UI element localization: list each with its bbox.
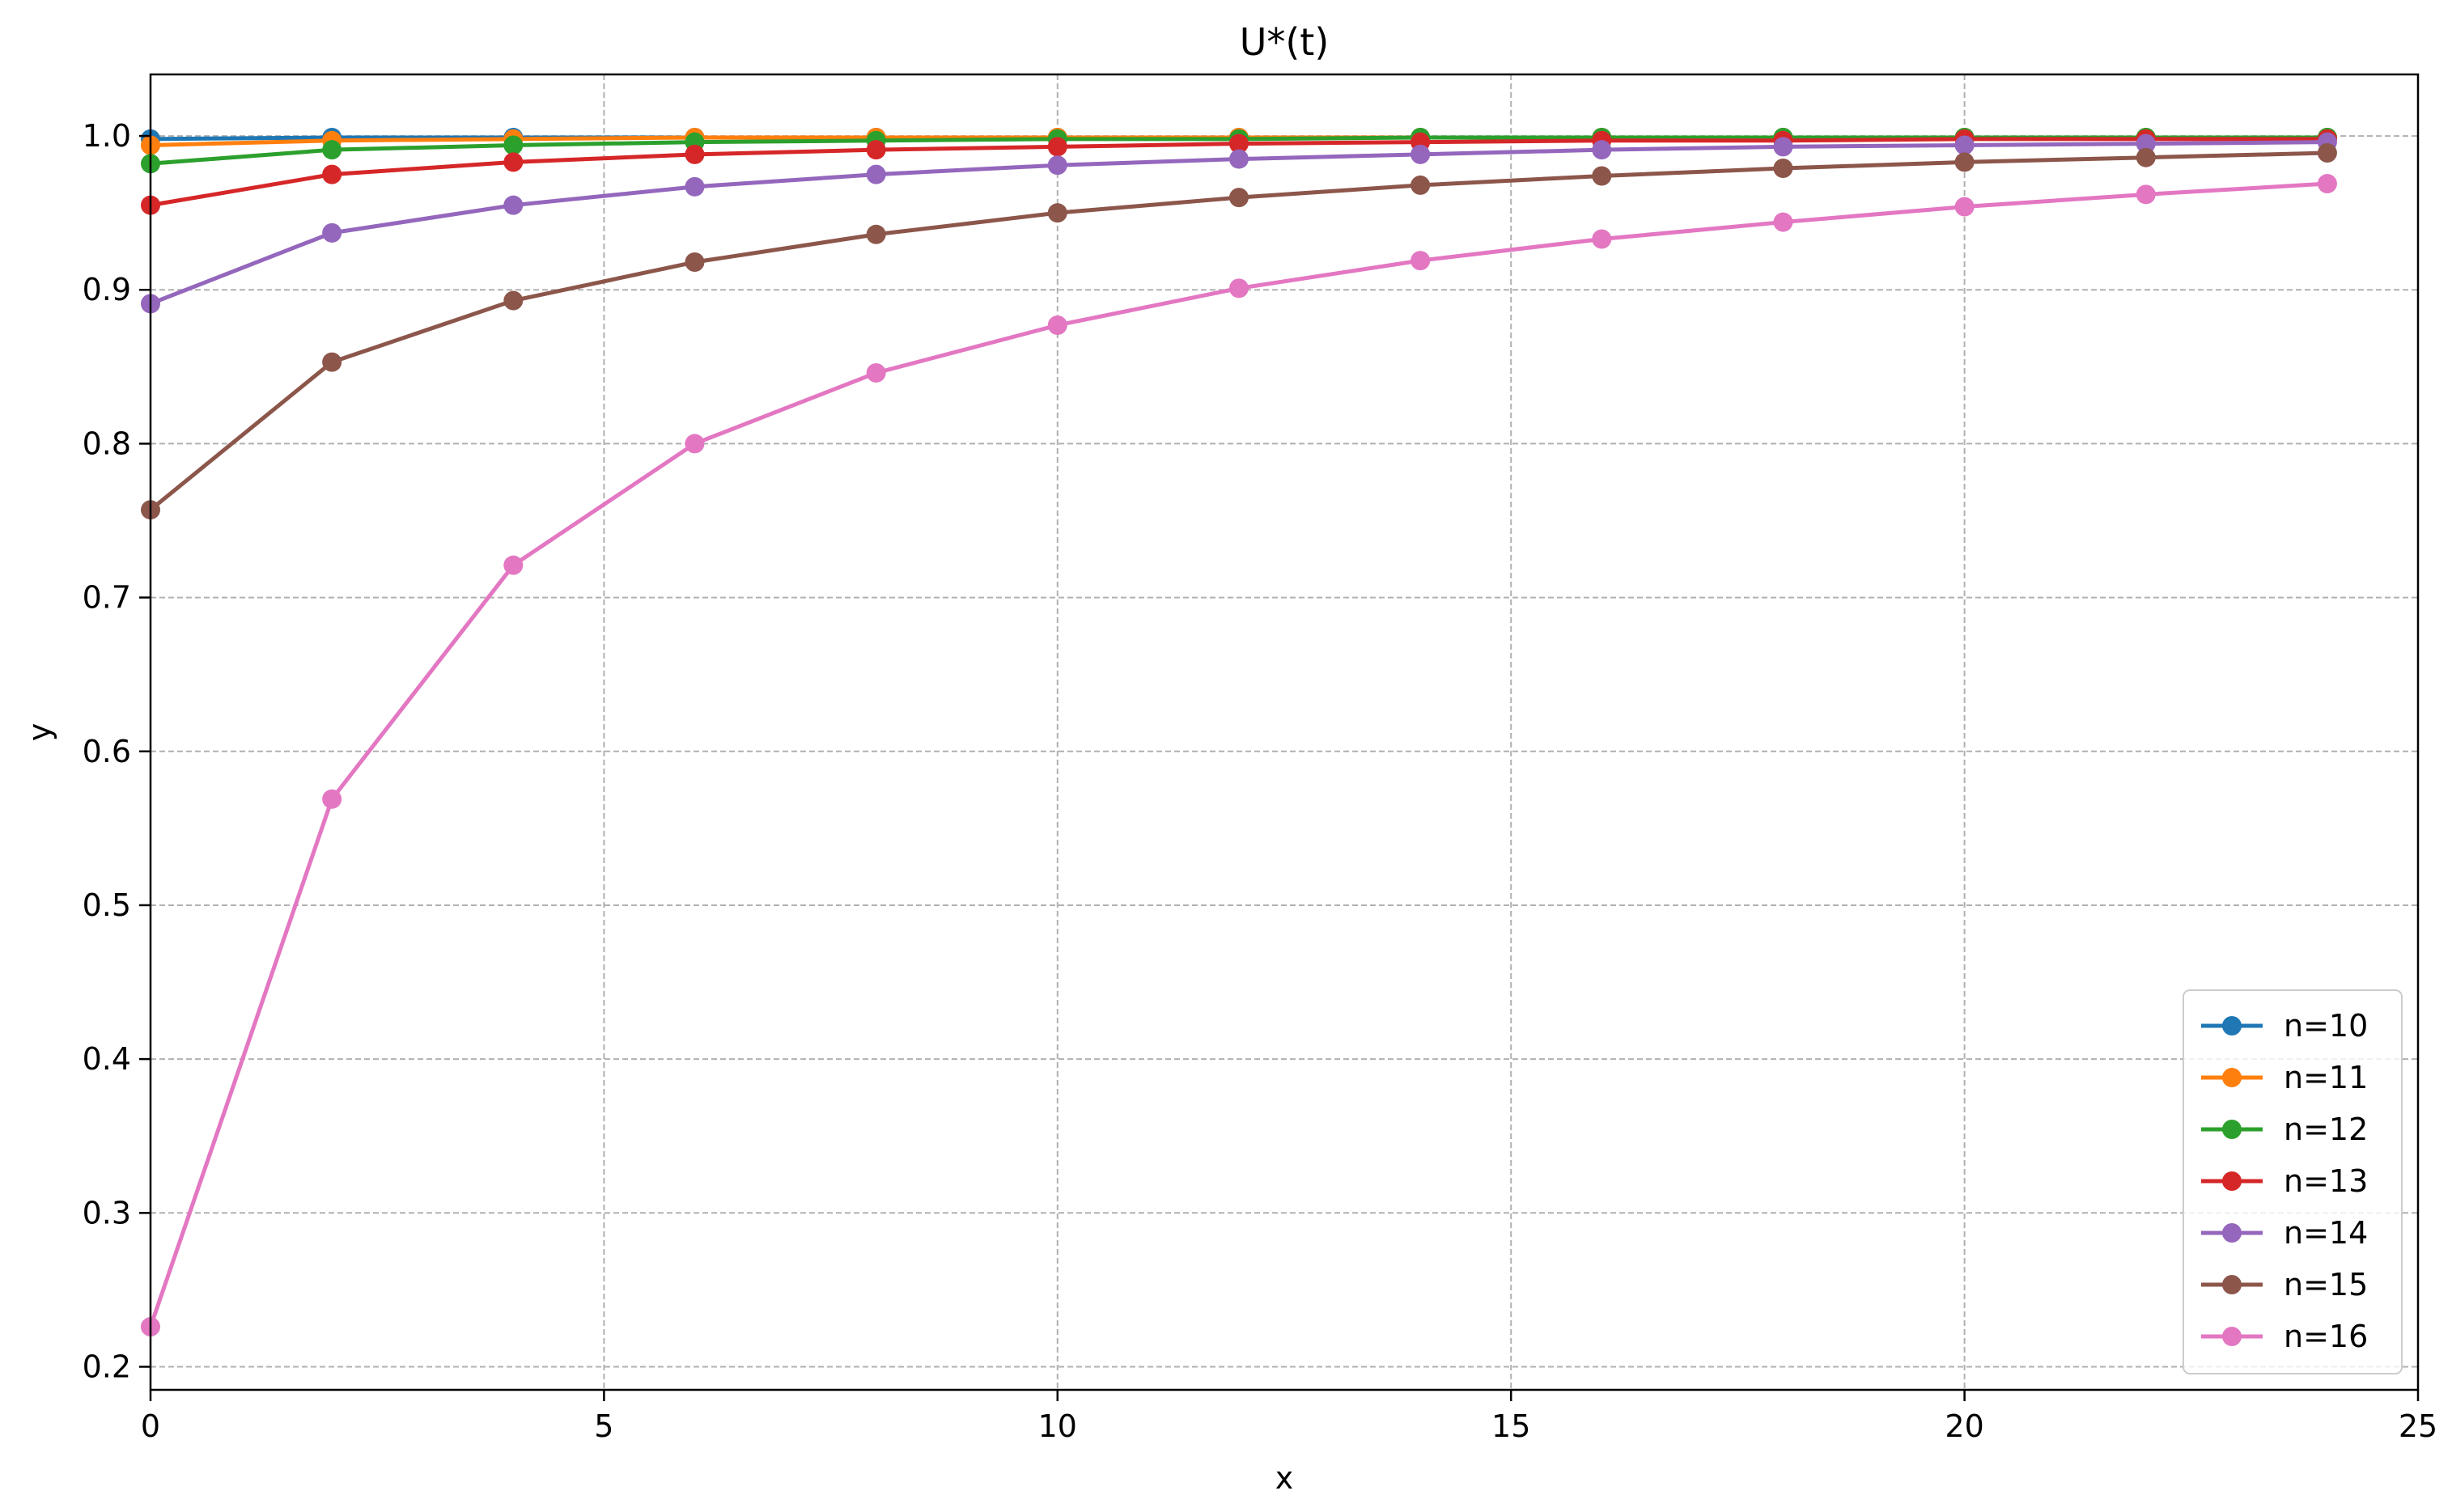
plot-area-frame (149, 73, 2420, 1391)
data-point (503, 195, 524, 215)
chart-title: U*(t) (1240, 20, 1330, 64)
data-point (1047, 315, 1067, 335)
data-point (1047, 137, 1067, 157)
data-point (685, 144, 705, 164)
legend-label: n=11 (2284, 1060, 2368, 1095)
legend-swatch-marker (2222, 1016, 2242, 1036)
data-point (866, 140, 886, 160)
legend-swatch-marker (2222, 1068, 2242, 1087)
legend-label: n=10 (2284, 1008, 2368, 1044)
x-tick-label: 15 (1491, 1408, 1530, 1444)
legend-item: n=11 (2201, 1060, 2368, 1095)
data-point (866, 362, 886, 383)
data-point (1228, 133, 1249, 154)
data-point (2136, 133, 2156, 154)
legend-item: n=14 (2201, 1215, 2368, 1251)
data-point (1592, 229, 1612, 249)
y-tick-label: 0.9 (83, 272, 131, 307)
x-tick-label: 10 (1038, 1408, 1077, 1444)
legend-item: n=10 (2201, 1008, 2368, 1044)
y-tick-label: 0.5 (83, 887, 131, 923)
legend-label: n=13 (2284, 1163, 2368, 1199)
legend-swatch-marker (2222, 1327, 2242, 1346)
data-point (1228, 149, 1249, 169)
data-point (1773, 212, 1793, 232)
x-tick-label: 5 (594, 1408, 613, 1444)
data-point (1411, 144, 1431, 164)
legend: n=10 n=11 n=12 n=13 n=14 n=15 n=16 (2183, 989, 2403, 1374)
data-point (1228, 278, 1249, 299)
data-point (1773, 159, 1793, 179)
data-point (866, 164, 886, 184)
y-tick-label: 0.2 (83, 1349, 131, 1384)
x-tick-label: 0 (141, 1408, 160, 1444)
data-point (1954, 197, 1975, 217)
data-point (685, 434, 705, 454)
series-n=16 (141, 174, 2337, 1337)
data-point (1954, 152, 1975, 172)
data-point (2136, 147, 2156, 167)
legend-swatch-marker (2222, 1120, 2242, 1139)
x-axis-label: x (1275, 1460, 1294, 1496)
data-point (685, 176, 705, 197)
axis-ticks: 0 5 10 15 20 25 0.2 0.3 0.4 0.5 0.6 0.7 0.8 0.9 1.0 (83, 118, 2438, 1444)
data-point (1411, 251, 1431, 271)
data-point (1047, 155, 1067, 176)
data-point (503, 290, 524, 311)
legend-item: n=16 (2201, 1319, 2368, 1354)
legend-swatch-marker (2222, 1171, 2242, 1191)
data-point (1592, 166, 1612, 186)
data-point (1773, 137, 1793, 157)
y-tick-label: 1.0 (83, 118, 131, 154)
data-point (503, 135, 524, 155)
data-point (1592, 140, 1612, 160)
data-point (503, 555, 524, 575)
data-point (2317, 174, 2337, 194)
legend-label: n=12 (2284, 1112, 2368, 1147)
x-tick-label: 20 (1945, 1408, 1983, 1444)
data-point (1411, 175, 1431, 195)
y-tick-label: 0.8 (83, 426, 131, 461)
data-point (685, 252, 705, 273)
data-point (1954, 135, 1975, 155)
legend-item: n=13 (2201, 1163, 2368, 1199)
data-point (1228, 188, 1249, 208)
data-point (503, 152, 524, 172)
legend-item: n=15 (2201, 1267, 2368, 1302)
data-point (866, 224, 886, 244)
data-point (322, 352, 342, 372)
y-tick-label: 0.4 (83, 1041, 131, 1077)
x-tick-label: 25 (2399, 1408, 2437, 1444)
legend-item: n=12 (2201, 1112, 2368, 1147)
y-tick-label: 0.3 (83, 1195, 131, 1230)
grid (150, 74, 2419, 1390)
series-n=15 (141, 142, 2337, 520)
legend-label: n=16 (2284, 1319, 2368, 1354)
data-point (2317, 142, 2337, 163)
data-point (2136, 184, 2156, 205)
legend-label: n=15 (2284, 1267, 2368, 1302)
legend-swatch-marker (2222, 1275, 2242, 1294)
data-point (322, 140, 342, 160)
legend-swatch-marker (2222, 1223, 2242, 1243)
data-point (322, 222, 342, 243)
series-group (141, 127, 2337, 1337)
legend-label: n=14 (2284, 1215, 2368, 1251)
data-point (322, 164, 342, 184)
data-point (1047, 203, 1067, 223)
y-tick-label: 0.7 (83, 580, 131, 616)
y-tick-label: 0.6 (83, 734, 131, 769)
data-point (322, 789, 342, 809)
y-axis-label: y (22, 723, 57, 742)
